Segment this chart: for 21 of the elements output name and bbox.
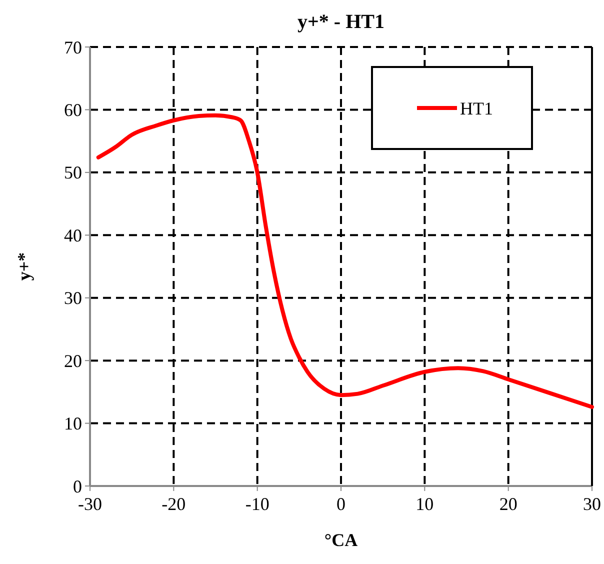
x-tick-label: 30 [583,494,601,514]
x-axis-title: °CA [324,530,358,550]
y-tick-label: 20 [64,350,82,371]
y-tick-label: 0 [73,476,82,496]
y-tick-label: 30 [64,288,82,308]
y-tick-label: 70 [64,37,82,58]
y-tick-label: 40 [64,225,82,246]
x-tick-label: 10 [416,494,434,514]
y-axis-title: y+* [14,252,34,281]
y-tick-label: 10 [64,414,82,434]
x-tick-label: -30 [78,494,102,514]
legend-label: HT1 [460,98,493,118]
line-series [96,113,594,409]
x-tick-label: 0 [336,494,346,514]
chart-title: y+* - HT1 [298,11,384,33]
y-tick-label: 50 [64,162,82,183]
x-tick-label: -10 [245,494,270,514]
x-tick-label: 20 [499,494,518,514]
y-tick-label: 60 [64,100,82,120]
x-tick-label: -20 [162,494,186,514]
legend: HT1 [371,66,533,150]
